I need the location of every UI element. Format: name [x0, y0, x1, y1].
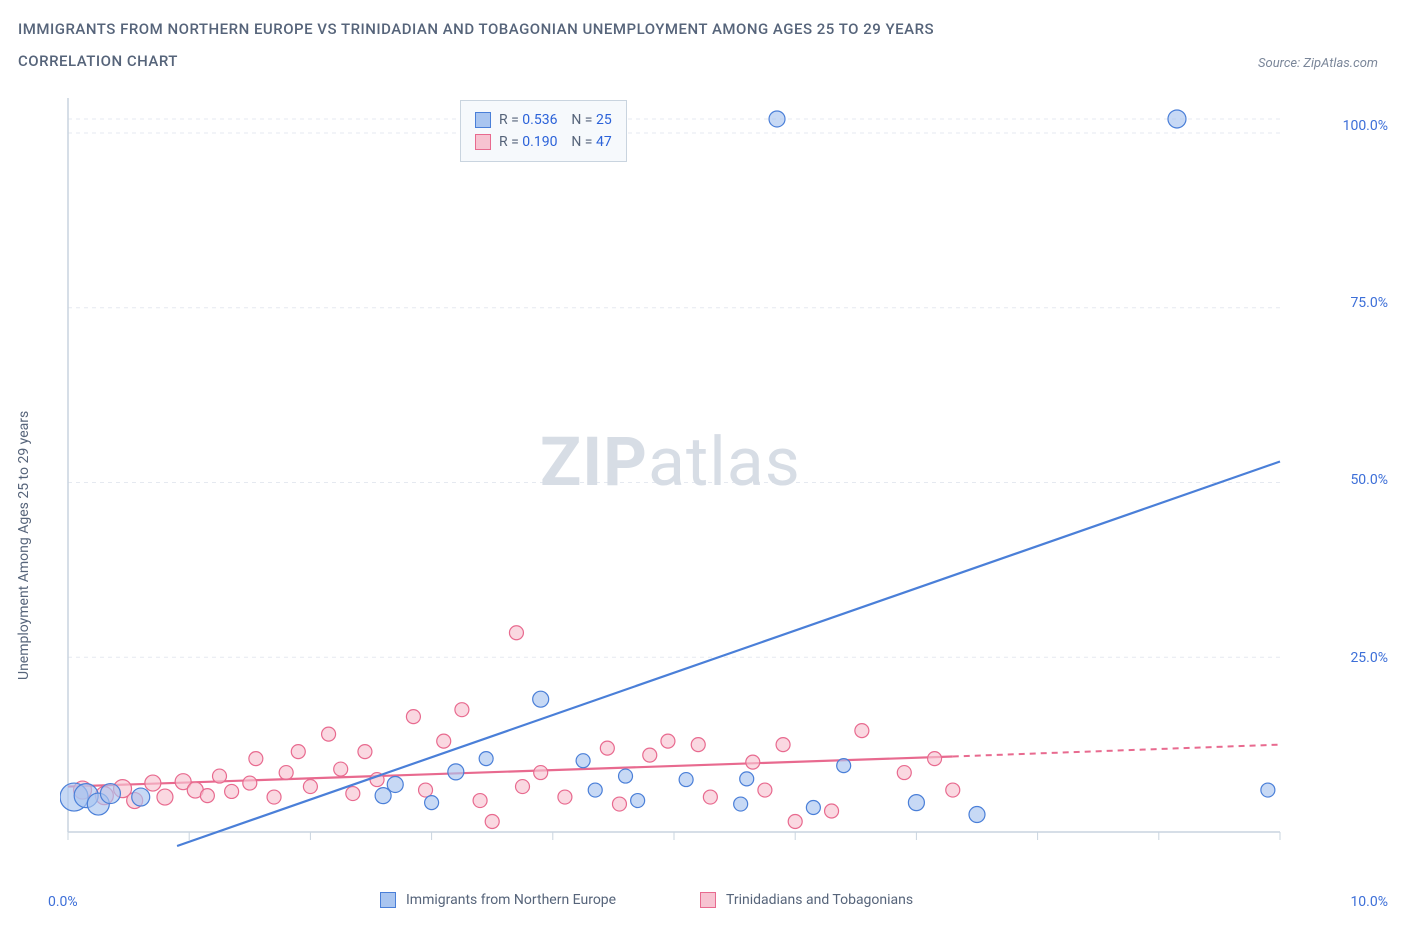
scatter-chart: [60, 92, 1330, 872]
series-label: Trinidadians and Tobagonians: [726, 892, 913, 908]
series-legend-blue: Immigrants from Northern Europe: [380, 892, 616, 908]
y-axis-label: Unemployment Among Ages 25 to 29 years: [16, 411, 32, 680]
series-legend-pink: Trinidadians and Tobagonians: [700, 892, 913, 908]
legend-swatch-pink: [700, 892, 716, 908]
chart-title-block: IMMIGRANTS FROM NORTHERN EUROPE VS TRINI…: [18, 20, 1388, 70]
plot-area: ZIPatlas R = 0.536 N = 25 R = 0.190 N = …: [60, 92, 1330, 872]
legend-swatch-blue: [380, 892, 396, 908]
legend-swatch-pink: [475, 134, 491, 150]
chart-title-line1: IMMIGRANTS FROM NORTHERN EUROPE VS TRINI…: [18, 20, 1388, 38]
y-tick-75: 75.0%: [1350, 295, 1388, 311]
x-tick-0: 0.0%: [48, 894, 78, 910]
y-tick-100: 100.0%: [1343, 118, 1388, 134]
series-label: Immigrants from Northern Europe: [406, 892, 616, 908]
legend-row: R = 0.536 N = 25: [475, 109, 612, 131]
correlation-legend: R = 0.536 N = 25 R = 0.190 N = 47: [460, 100, 627, 162]
y-tick-25: 25.0%: [1350, 650, 1388, 666]
legend-swatch-blue: [475, 112, 491, 128]
y-tick-50: 50.0%: [1350, 472, 1388, 488]
chart-title-line2: CORRELATION CHART: [18, 52, 1388, 70]
legend-row: R = 0.190 N = 47: [475, 131, 612, 153]
x-tick-10: 10.0%: [1350, 894, 1388, 910]
chart-source: Source: ZipAtlas.com: [1258, 56, 1378, 71]
legend-text: R = 0.536 N = 25: [499, 109, 612, 131]
legend-text: R = 0.190 N = 47: [499, 131, 612, 153]
